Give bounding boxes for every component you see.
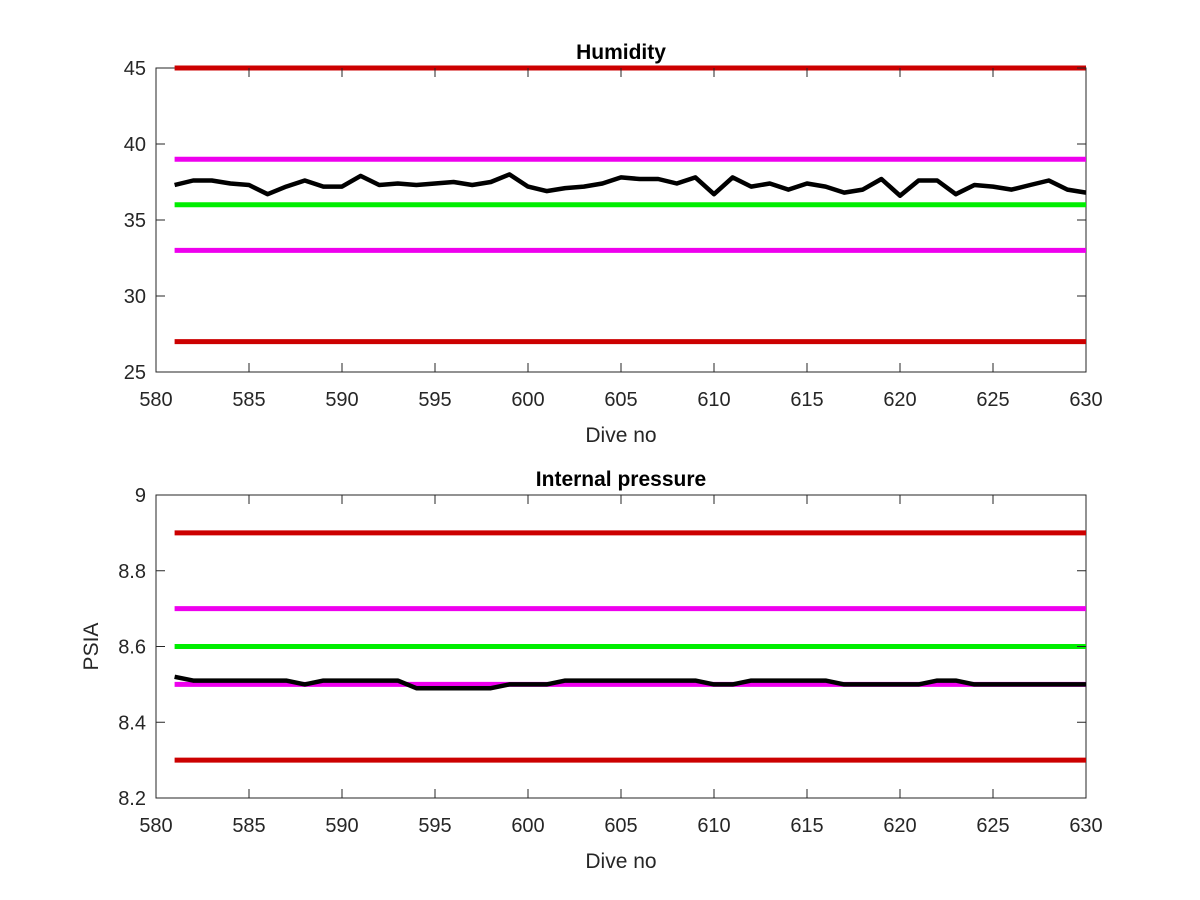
x-tick-label: 580 [139,389,172,411]
x-tick-label: 585 [232,389,265,411]
x-tick-label: 615 [790,815,823,837]
y-tick-label: 45 [124,58,146,80]
y-tick-label: 8.6 [118,637,146,659]
data-series-line [174,674,1086,691]
y-tick-label: 8.4 [118,712,146,734]
chart-title: Humidity [576,41,666,64]
x-axis-label: Dive no [585,424,656,447]
y-tick-label: 8.2 [118,788,146,810]
x-tick-label: 590 [325,815,358,837]
internal-pressure-chart: 580 585 590 595 600 605 610 615 620 625 630 8.2 8.4 8… [80,468,1103,873]
x-tick-label: 625 [976,389,1009,411]
data-series-line [174,172,1087,198]
x-tick-label: 630 [1069,815,1102,837]
x-tick-label: 595 [418,389,451,411]
y-tick-label: 35 [124,210,146,232]
humidity-chart: 580 585 590 595 600 605 610 615 620 625 630 25 30 35 4… [124,41,1103,447]
x-tick-label: 590 [325,389,358,411]
x-tick-label: 600 [511,389,544,411]
x-axis-label: Dive no [585,850,656,873]
x-tick-label: 610 [697,815,730,837]
x-tick-label: 625 [976,815,1009,837]
x-tick-label: 585 [232,815,265,837]
x-tick-label: 595 [418,815,451,837]
x-tick-label: 630 [1069,389,1102,411]
y-tick-label: 40 [124,134,146,156]
y-axis-label: PSIA [80,623,103,671]
x-tick-label: 605 [604,815,637,837]
x-tick-label: 580 [139,815,172,837]
y-tick-label: 8.8 [118,561,146,583]
x-tick-label: 605 [604,389,637,411]
x-tick-label: 620 [883,389,916,411]
axes-box [155,67,1087,373]
x-tick-label: 615 [790,389,823,411]
y-tick-label: 9 [135,485,146,507]
y-tick-label: 25 [124,362,146,384]
x-tick-label: 610 [697,389,730,411]
x-tick-label: 600 [511,815,544,837]
x-tick-label: 620 [883,815,916,837]
chart-title: Internal pressure [536,468,706,491]
y-tick-label: 30 [124,286,146,308]
